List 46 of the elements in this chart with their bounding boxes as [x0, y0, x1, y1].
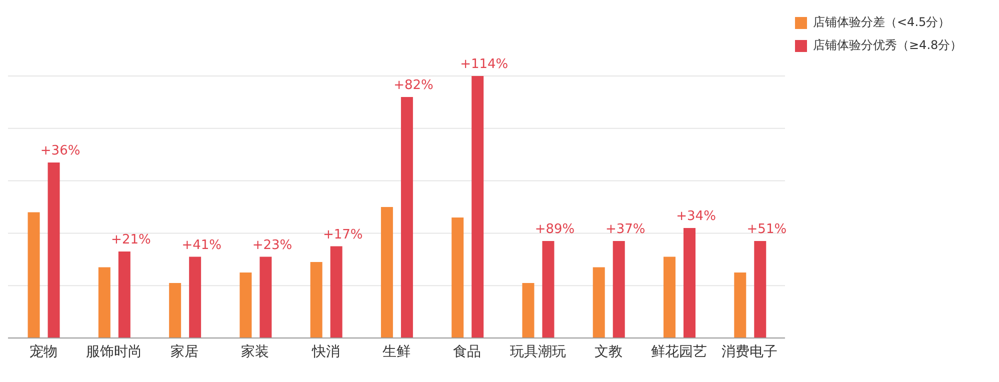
bar — [330, 246, 342, 338]
x-tick-label: 快消 — [310, 344, 340, 360]
bar — [734, 272, 746, 338]
x-tick-label: 生鲜 — [382, 344, 410, 360]
bar — [522, 282, 534, 338]
bar — [310, 262, 322, 338]
bar — [48, 162, 60, 338]
annotation: +36% — [40, 143, 80, 158]
x-tick-label: 家装 — [241, 344, 270, 360]
annotation: +37% — [606, 222, 646, 238]
bar — [380, 207, 393, 338]
x-tick-label: 文教 — [594, 344, 622, 360]
x-tick-label: 消费电子 — [722, 344, 778, 360]
x-tick-label: 服饰时尚 — [86, 344, 142, 360]
bar — [754, 241, 766, 338]
bar — [542, 241, 554, 338]
bar — [400, 96, 413, 338]
bar — [189, 256, 202, 338]
annotation: +17% — [322, 227, 363, 242]
x-tick-label: 宠物 — [29, 344, 58, 360]
annotation: +21% — [111, 232, 151, 248]
bar — [612, 241, 625, 338]
annotation: +23% — [252, 238, 292, 253]
annotation: +82% — [394, 78, 434, 93]
bar — [592, 267, 605, 338]
bar — [169, 282, 182, 338]
annotation: +51% — [746, 222, 787, 238]
bar — [98, 267, 110, 338]
legend-label: 店铺体验分差（<4.5分） — [813, 14, 950, 31]
annotation: +41% — [182, 238, 222, 253]
bar — [472, 76, 484, 338]
x-tick-label: 玩具潮玩 — [510, 344, 566, 360]
legend-label: 店铺体验分优秀（≥4.8分） — [813, 37, 962, 54]
x-tick-label: 鲜花园艺 — [651, 344, 708, 360]
bar — [452, 217, 464, 338]
x-tick-label: 食品 — [453, 344, 482, 360]
bar — [684, 228, 696, 338]
bar — [664, 256, 676, 338]
annotation: +114% — [460, 57, 508, 72]
annotation: +34% — [676, 208, 716, 224]
bar — [28, 212, 40, 338]
bar — [240, 272, 252, 338]
annotation: +89% — [534, 222, 575, 238]
x-tick-label: 家居 — [170, 344, 199, 360]
bar — [260, 256, 272, 338]
bar — [118, 252, 130, 338]
